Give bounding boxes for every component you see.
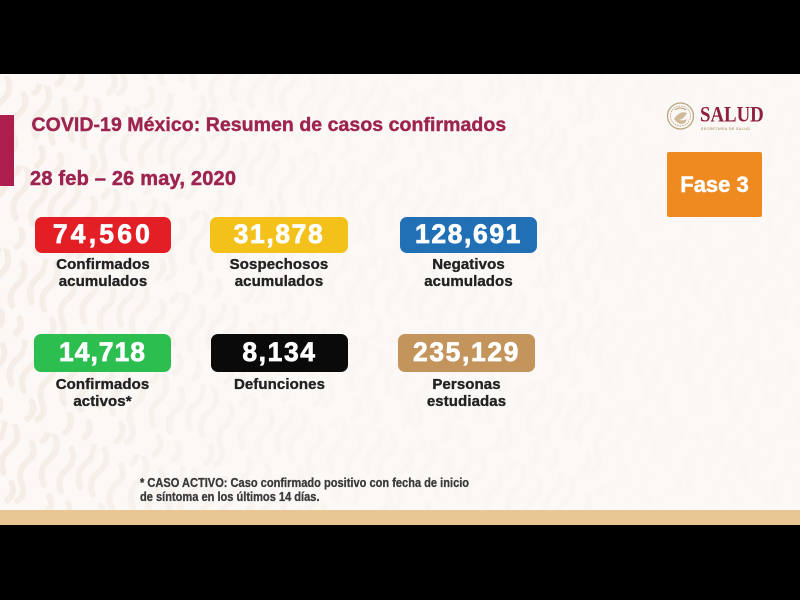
- svg-text:SECRETARÍA DE SALUD: SECRETARÍA DE SALUD: [701, 126, 750, 131]
- svg-text:SALUD: SALUD: [700, 103, 764, 127]
